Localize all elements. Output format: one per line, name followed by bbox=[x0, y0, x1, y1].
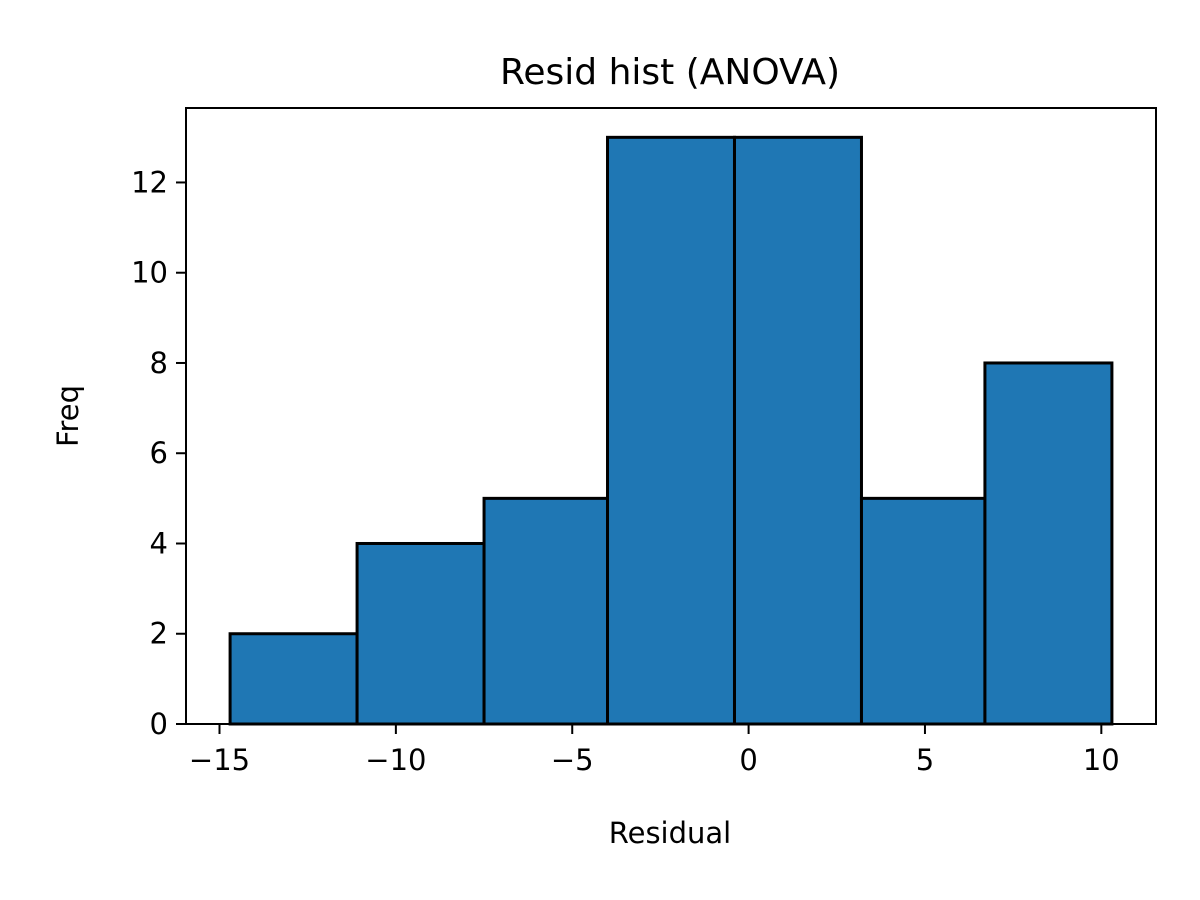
histogram-bar-2 bbox=[482, 496, 610, 726]
y-tick-label: 10 bbox=[131, 256, 168, 290]
x-axis-label: Residual bbox=[609, 816, 731, 850]
y-tick-label: 2 bbox=[150, 617, 168, 651]
y-tick-label: 12 bbox=[131, 165, 168, 199]
x-tick-label: −10 bbox=[365, 743, 426, 777]
x-axis: −15 −10 −5 0 5 10 bbox=[189, 724, 1120, 777]
y-axis: 0 2 4 6 8 10 12 bbox=[131, 165, 186, 741]
y-tick-label: 4 bbox=[150, 526, 168, 560]
x-tick-label: −15 bbox=[189, 743, 250, 777]
histogram-bar-6 bbox=[983, 361, 1114, 726]
bars-group bbox=[228, 135, 1114, 726]
x-tick-label: −5 bbox=[551, 743, 594, 777]
y-tick-label: 0 bbox=[150, 707, 168, 741]
histogram-bar-0 bbox=[228, 632, 359, 726]
histogram-bar-5 bbox=[859, 496, 987, 726]
histogram-bar-1 bbox=[355, 541, 486, 726]
x-tick-label: 0 bbox=[739, 743, 757, 777]
histogram-bar-4 bbox=[732, 135, 863, 726]
y-tick-label: 8 bbox=[150, 346, 168, 380]
x-tick-label: 10 bbox=[1083, 743, 1120, 777]
histogram-bar-3 bbox=[606, 135, 736, 726]
y-tick-label: 6 bbox=[150, 436, 168, 470]
chart-title: Resid hist (ANOVA) bbox=[500, 52, 840, 93]
x-tick-label: 5 bbox=[916, 743, 934, 777]
plot-frame bbox=[185, 107, 1157, 725]
y-axis-label: Freq bbox=[51, 385, 85, 447]
